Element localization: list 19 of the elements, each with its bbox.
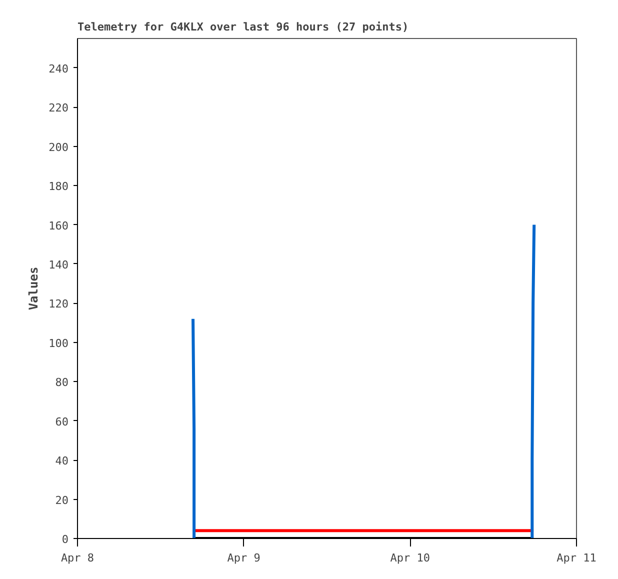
- y-axis-title: Values: [26, 266, 41, 310]
- y-tick-label: 220: [48, 102, 69, 115]
- y-tick-label: 40: [55, 454, 69, 468]
- y-tick-label: 200: [48, 140, 69, 154]
- y-tick-label: 0: [62, 533, 68, 546]
- chart-title: Telemetry for G4KLX over last 96 hours (27 points): [78, 20, 409, 34]
- x-tick-label: Apr 9: [227, 552, 260, 564]
- x-tick-label: Apr 11: [556, 552, 596, 564]
- y-tick-label: 80: [55, 376, 69, 390]
- y-tick-label: 60: [55, 415, 69, 428]
- y-tick-label: 160: [48, 219, 69, 232]
- y-tick-label: 140: [48, 258, 69, 272]
- y-tick-label: 180: [48, 180, 69, 194]
- y-tick-label: 240: [48, 62, 69, 76]
- y-tick-label: 100: [48, 336, 69, 350]
- x-tick-label: Apr 10: [390, 552, 430, 564]
- y-tick-label: 20: [55, 494, 69, 507]
- x-tick-label: Apr 8: [60, 552, 94, 564]
- y-tick-label: 120: [48, 298, 69, 311]
